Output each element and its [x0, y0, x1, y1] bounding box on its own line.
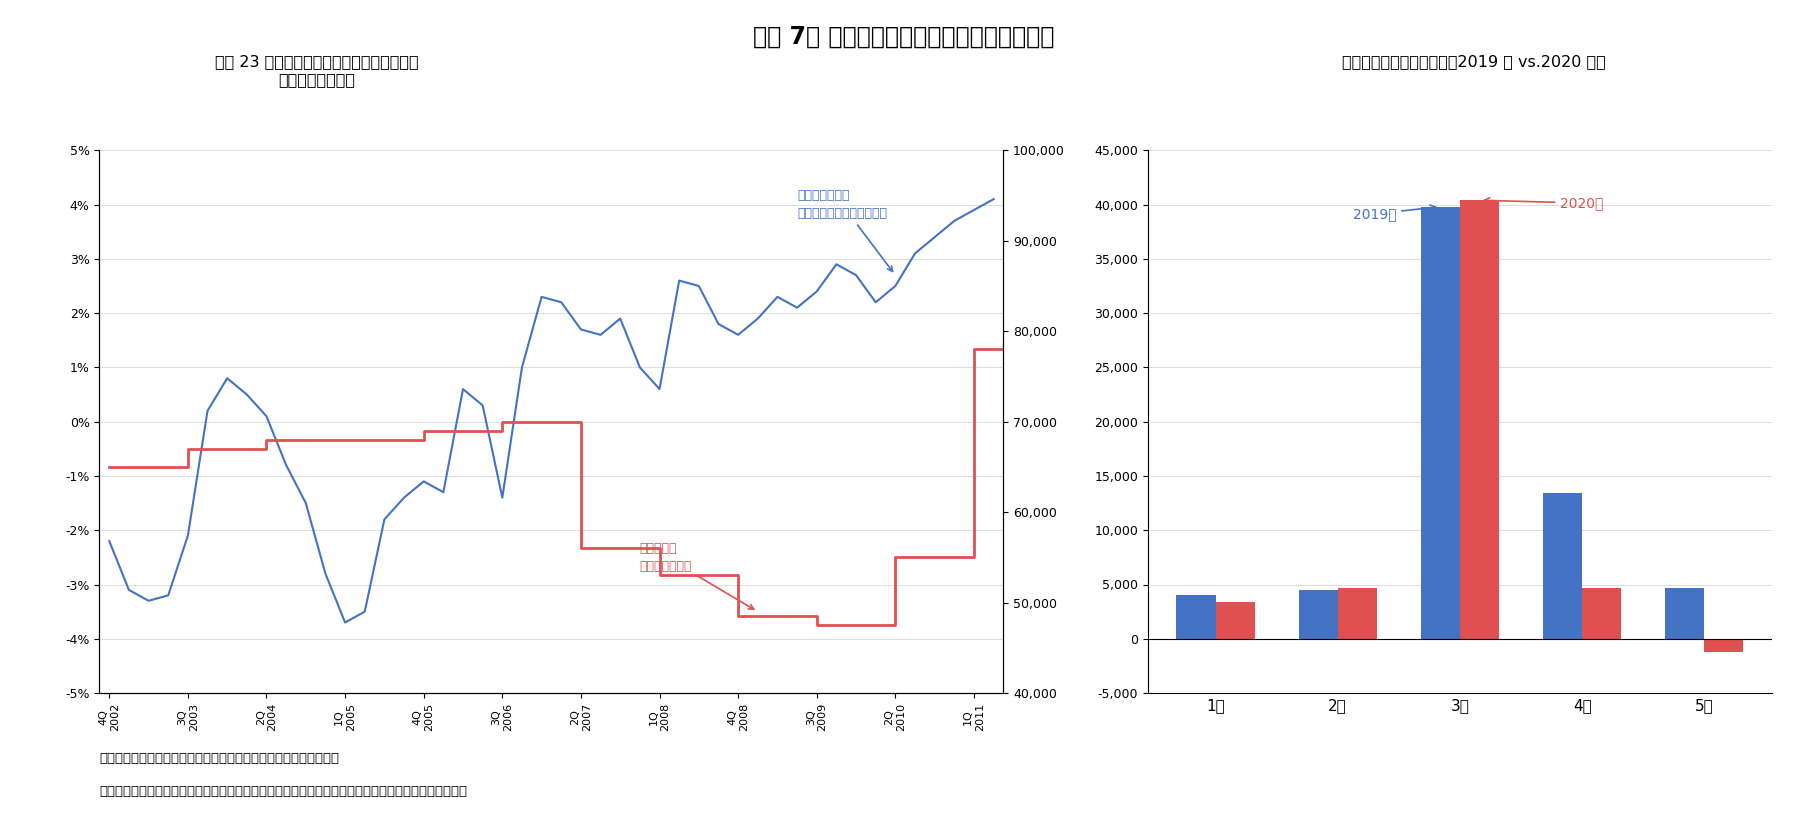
Text: 図表 7： 東京のマンション賃料と転入超過数: 図表 7： 東京のマンション賃料と転入超過数 [754, 25, 1053, 49]
Text: 転入超過数
（右軸、年次）: 転入超過数 （右軸、年次） [640, 542, 754, 610]
Text: （注）左図のマンション賃料は四半期、転入超過数は年次データ。: （注）左図のマンション賃料は四半期、転入超過数は年次データ。 [99, 752, 340, 765]
Text: 2020年: 2020年 [1484, 196, 1603, 210]
Bar [1420, 207, 1460, 639]
Text: 東京 23 区マンション賃料指数（前年比）と
東京都転入超過数: 東京 23 区マンション賃料指数（前年比）と 東京都転入超過数 [215, 54, 417, 87]
Bar [1704, 639, 1742, 652]
Text: （出所）総務省統計局、三井住友トラスト基礎研究所・アットホームをもとにニッセイ基礎研究所作成: （出所）総務省統計局、三井住友トラスト基礎研究所・アットホームをもとにニッセイ基… [99, 785, 468, 798]
Bar [1541, 493, 1581, 639]
Bar [1214, 602, 1254, 639]
Bar [1581, 588, 1621, 639]
Text: 2019年: 2019年 [1352, 205, 1435, 220]
Bar [1297, 590, 1337, 639]
Text: マンション賃料
（左軸、四半期、前年比）: マンション賃料 （左軸、四半期、前年比） [797, 189, 893, 271]
Bar [1460, 200, 1498, 639]
Bar [1176, 595, 1214, 639]
Bar [1337, 588, 1377, 639]
Text: 東京都の月次転入超過数（2019 年 vs.2020 年）: 東京都の月次転入超過数（2019 年 vs.2020 年） [1341, 54, 1605, 69]
Bar [1664, 588, 1704, 639]
